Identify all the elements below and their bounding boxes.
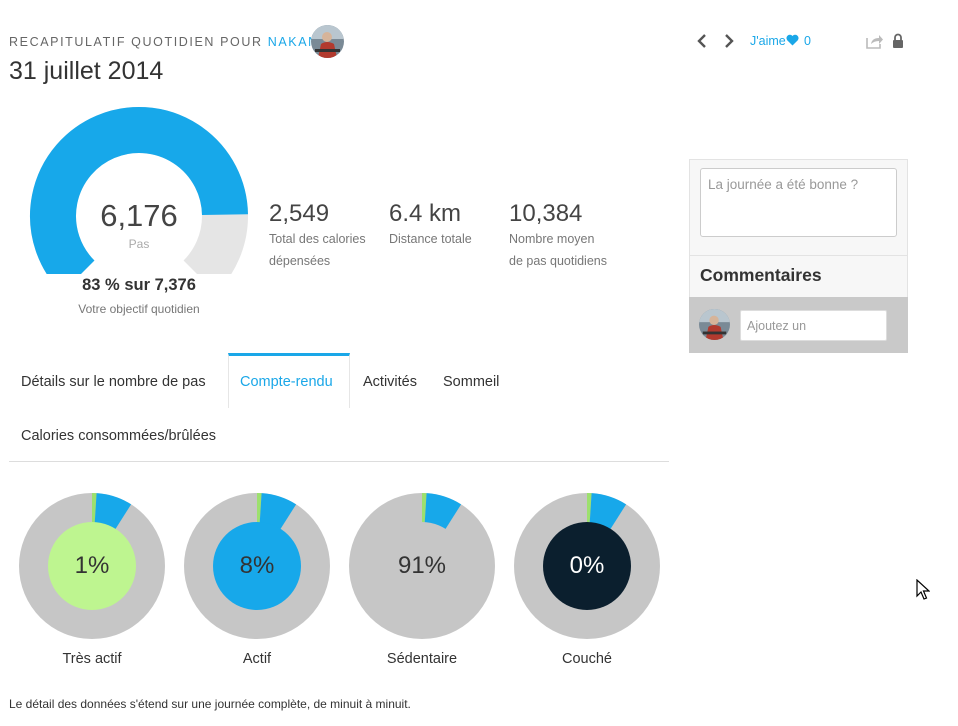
donut-active xyxy=(184,493,330,639)
avatar[interactable] xyxy=(311,25,344,58)
tab-summary[interactable]: Compte-rendu xyxy=(240,374,333,390)
tab-sleep[interactable]: Sommeil xyxy=(443,374,500,390)
mouse-cursor-icon xyxy=(916,579,930,600)
previous-day-button[interactable] xyxy=(693,31,711,51)
page-title: 31 juillet 2014 xyxy=(9,57,164,85)
chevron-left-icon xyxy=(697,34,706,48)
like-label: J'aime xyxy=(750,34,786,48)
subtitle-prefix: RECAPITULATIF QUOTIDIEN POUR xyxy=(9,35,263,49)
active-percent: 8% xyxy=(239,552,275,579)
active-tab-frame xyxy=(228,353,350,408)
comments-title: Commentaires xyxy=(700,265,822,285)
steps-gauge xyxy=(30,107,248,274)
avg-steps-label: Nombre moyen de pas quotidiens xyxy=(509,232,607,268)
donut-sedentary xyxy=(349,493,495,639)
distance-value: 6.4 km xyxy=(389,200,462,227)
lying-percent: 0% xyxy=(569,552,605,579)
donut-center xyxy=(213,522,301,610)
tab-activities[interactable]: Activités xyxy=(363,374,417,390)
footer-note: Le détail des données s'étend sur une jo… xyxy=(9,697,411,711)
donut-very-active xyxy=(19,493,165,639)
lying-label: Couché xyxy=(562,651,612,667)
day-note-input[interactable] xyxy=(700,168,897,237)
steps-value: 6,176 xyxy=(100,198,178,233)
like-button[interactable]: J'aime xyxy=(750,34,799,48)
like-count[interactable]: 0 xyxy=(804,34,811,48)
page-subtitle: RECAPITULATIF QUOTIDIEN POUR NAKAN xyxy=(9,35,319,49)
donut-center xyxy=(543,522,631,610)
donut-center xyxy=(48,522,136,610)
share-icon[interactable] xyxy=(866,33,884,49)
sedentary-percent: 91% xyxy=(397,552,447,579)
avg-steps-value: 10,384 xyxy=(509,200,583,227)
heart-icon xyxy=(786,34,799,46)
username-link[interactable]: NAKAN xyxy=(267,35,319,49)
goal-progress-text: 83 % sur 7,376 xyxy=(82,276,196,294)
gauge-fill xyxy=(30,107,248,274)
chevron-right-icon xyxy=(725,34,734,48)
calories-value: 2,549 xyxy=(269,200,330,227)
avatar xyxy=(699,309,730,340)
donut-center xyxy=(378,522,466,610)
goal-label: Votre objectif quotidien xyxy=(78,302,200,316)
distance-label: Distance totale xyxy=(389,232,472,246)
calories-label: Total des calories dépensées xyxy=(269,232,366,268)
steps-unit: Pas xyxy=(128,237,150,251)
lock-icon[interactable] xyxy=(892,33,904,49)
donut-lying xyxy=(514,493,660,639)
tab-calories[interactable]: Calories consommées/brûlées xyxy=(21,428,217,444)
active-label: Actif xyxy=(242,651,272,667)
tabs-divider xyxy=(9,461,669,462)
divider xyxy=(689,255,908,256)
tab-step-details[interactable]: Détails sur le nombre de pas xyxy=(21,374,206,390)
comment-input[interactable] xyxy=(740,310,887,341)
very-active-label: Très actif xyxy=(62,651,122,667)
very-active-percent: 1% xyxy=(74,552,110,579)
sedentary-label: Sédentaire xyxy=(386,651,458,667)
next-day-button[interactable] xyxy=(720,31,738,51)
